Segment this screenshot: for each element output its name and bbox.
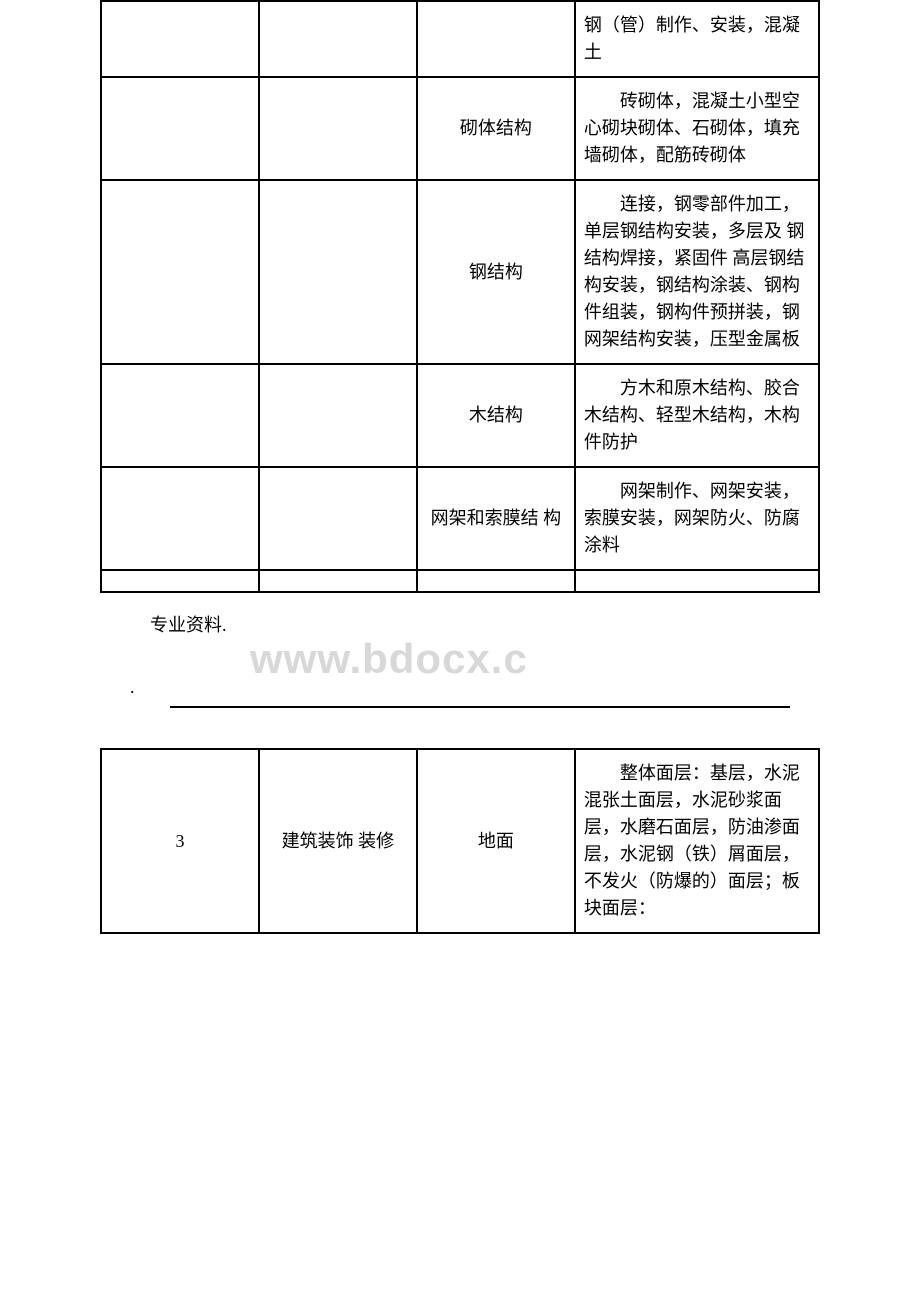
cell-c3: 地面 <box>417 749 575 933</box>
watermark-text: www.bdocx.c <box>250 635 528 683</box>
table-row: 砌体结构 砖砌体，混凝土小型空心砌块砌体、石砌体，填充墙砌体，配筋砖砌体 <box>101 77 819 180</box>
cell-c1 <box>101 570 259 592</box>
cell-c1 <box>101 1 259 77</box>
cell-c2 <box>259 180 417 364</box>
table-row: 钢结构 连接，钢零部件加工，单层钢结构安装，多层及 钢结构焊接，紧固件 高层钢结… <box>101 180 819 364</box>
table-row: 木结构 方木和原木结构、胶合木结构、轻型木结构，木构件防护 <box>101 364 819 467</box>
table-row: 3 建筑装饰 装修 地面 整体面层：基层，水泥混张土面层，水泥砂浆面层，水磨石面… <box>101 749 819 933</box>
footer-text: 专业资料. <box>150 611 920 637</box>
cell-c4: 整体面层：基层，水泥混张土面层，水泥砂浆面层，水磨石面层，防油渗面层，水泥钢（铁… <box>575 749 819 933</box>
table-row: 钢（管）制作、安装，混凝土 <box>101 1 819 77</box>
cell-c3: 钢结构 <box>417 180 575 364</box>
cell-c2 <box>259 1 417 77</box>
page-marker-dot: . <box>130 677 920 698</box>
cell-c4: 连接，钢零部件加工，单层钢结构安装，多层及 钢结构焊接，紧固件 高层钢结构安装，… <box>575 180 819 364</box>
cell-c4: 网架制作、网架安装，索膜安装，网架防火、防腐涂料 <box>575 467 819 570</box>
cell-c3: 网架和索膜结 构 <box>417 467 575 570</box>
cell-c1 <box>101 467 259 570</box>
table-row <box>101 570 819 592</box>
cell-c3: 砌体结构 <box>417 77 575 180</box>
cell-c4: 方木和原木结构、胶合木结构、轻型木结构，木构件防护 <box>575 364 819 467</box>
cell-c4: 钢（管）制作、安装，混凝土 <box>575 1 819 77</box>
cell-c2 <box>259 77 417 180</box>
cell-c2 <box>259 364 417 467</box>
cell-c2: 建筑装饰 装修 <box>259 749 417 933</box>
table-row: 网架和索膜结 构 网架制作、网架安装，索膜安装，网架防火、防腐涂料 <box>101 467 819 570</box>
cell-c1 <box>101 180 259 364</box>
structure-table-2: 3 建筑装饰 装修 地面 整体面层：基层，水泥混张土面层，水泥砂浆面层，水磨石面… <box>100 748 820 934</box>
cell-c3 <box>417 570 575 592</box>
cell-c2 <box>259 467 417 570</box>
cell-c1 <box>101 364 259 467</box>
cell-c3: 木结构 <box>417 364 575 467</box>
cell-c1: 3 <box>101 749 259 933</box>
structure-table-1: 钢（管）制作、安装，混凝土 砌体结构 砖砌体，混凝土小型空心砌块砌体、石砌体，填… <box>100 0 820 593</box>
cell-c4 <box>575 570 819 592</box>
cell-c3 <box>417 1 575 77</box>
cell-c1 <box>101 77 259 180</box>
cell-c2 <box>259 570 417 592</box>
cell-c4: 砖砌体，混凝土小型空心砌块砌体、石砌体，填充墙砌体，配筋砖砌体 <box>575 77 819 180</box>
